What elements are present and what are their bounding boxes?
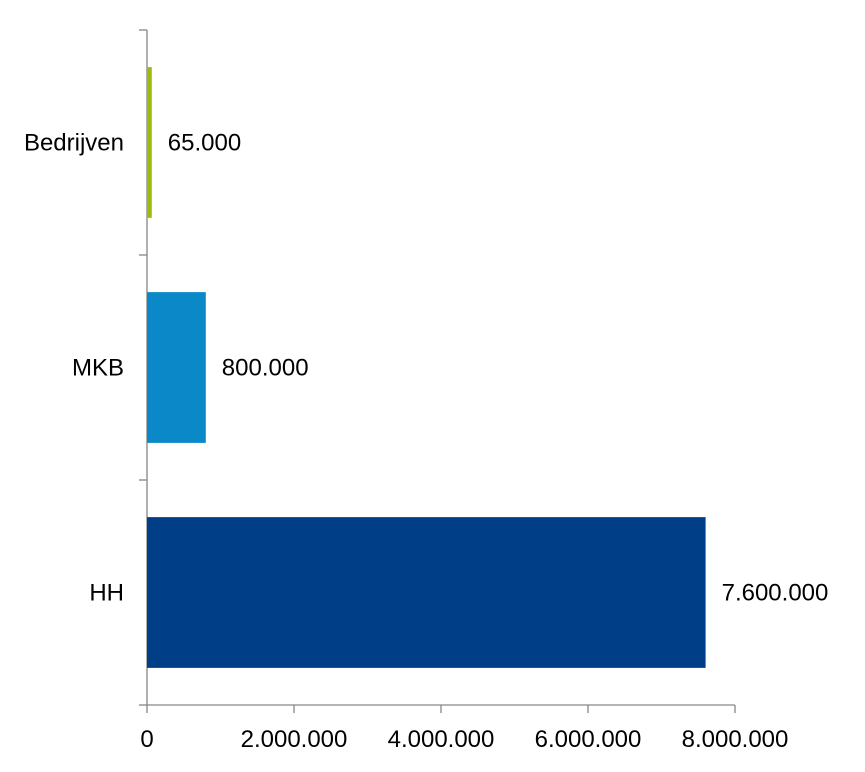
labels: 0 2.000.000 4.000.000 6.000.000 8.000.000 Bed… [24,130,828,754]
bars [147,67,706,668]
bar-bedrijven [147,67,152,218]
x-tick-label: 8.000.000 [682,726,789,753]
category-label: Bedrijven [24,130,124,157]
bar-hh [147,517,706,668]
data-label: 800.000 [222,355,309,382]
category-label: HH [89,580,124,607]
data-label: 65.000 [168,130,241,157]
bar-mkb [147,292,206,443]
x-tick-label: 2.000.000 [241,726,348,753]
data-label: 7.600.000 [722,580,829,607]
category-label: MKB [72,355,124,382]
x-tick-label: 0 [140,726,153,753]
x-tick-label: 4.000.000 [388,726,495,753]
x-tick-label: 6.000.000 [535,726,642,753]
